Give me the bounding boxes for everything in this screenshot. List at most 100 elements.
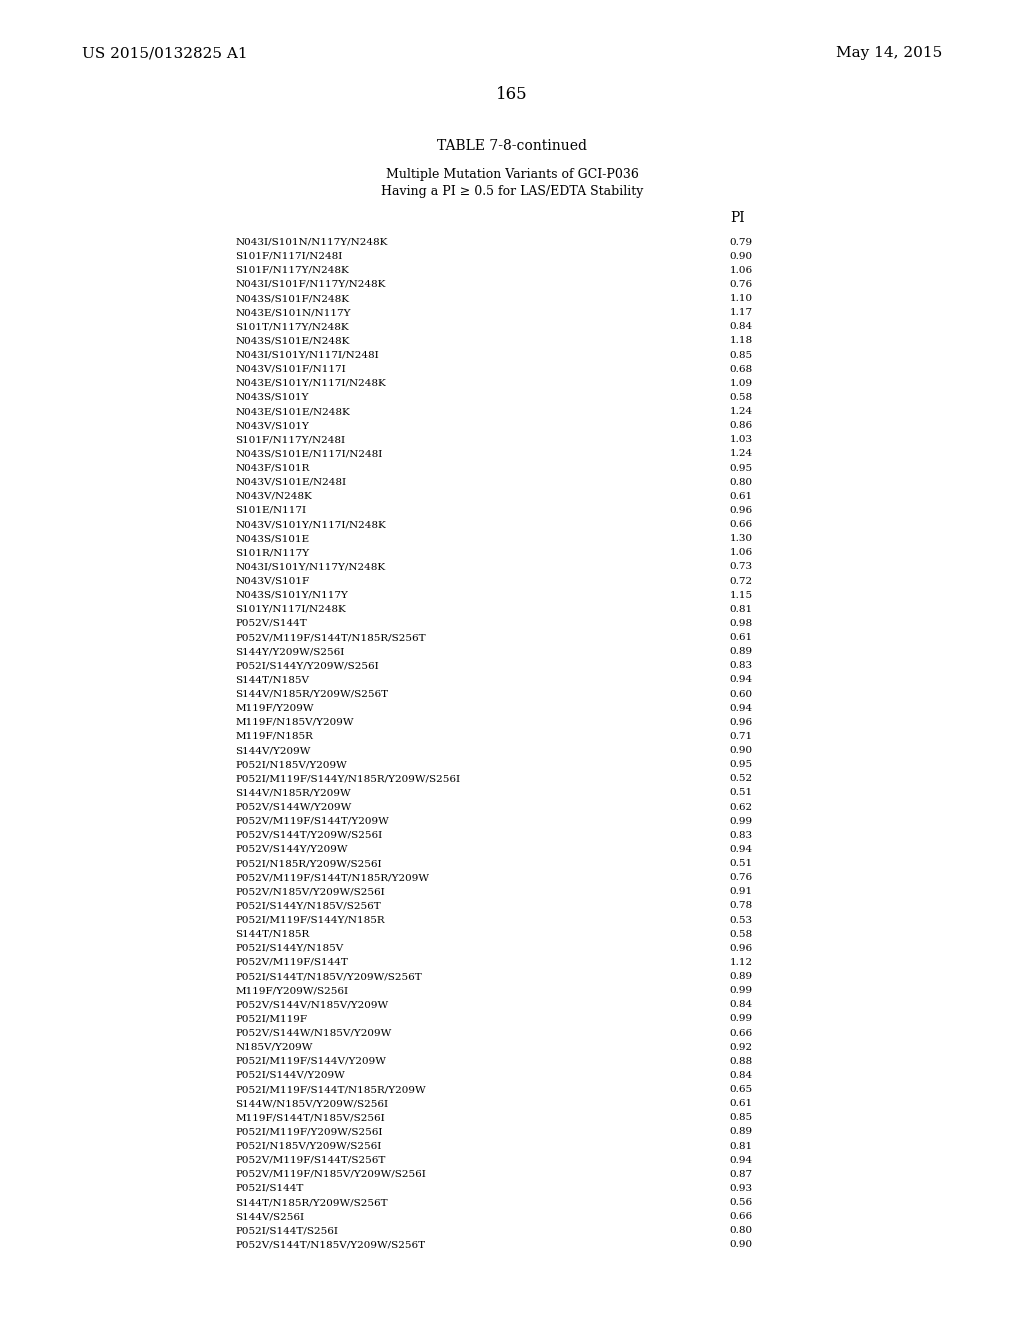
Text: 0.51: 0.51 bbox=[729, 788, 753, 797]
Text: S144V/S256I: S144V/S256I bbox=[236, 1212, 305, 1221]
Text: N043E/S101Y/N117I/N248K: N043E/S101Y/N117I/N248K bbox=[236, 379, 386, 388]
Text: S101F/N117I/N248I: S101F/N117I/N248I bbox=[236, 252, 343, 261]
Text: 0.95: 0.95 bbox=[729, 463, 753, 473]
Text: 0.53: 0.53 bbox=[729, 916, 753, 924]
Text: 0.95: 0.95 bbox=[729, 760, 753, 770]
Text: TABLE 7-8-continued: TABLE 7-8-continued bbox=[437, 139, 587, 153]
Text: 0.71: 0.71 bbox=[729, 731, 753, 741]
Text: P052V/S144Y/Y209W: P052V/S144Y/Y209W bbox=[236, 845, 348, 854]
Text: 0.94: 0.94 bbox=[729, 704, 753, 713]
Text: P052V/S144W/Y209W: P052V/S144W/Y209W bbox=[236, 803, 352, 812]
Text: P052V/M119F/N185V/Y209W/S256I: P052V/M119F/N185V/Y209W/S256I bbox=[236, 1170, 426, 1179]
Text: S144V/Y209W: S144V/Y209W bbox=[236, 746, 311, 755]
Text: 0.85: 0.85 bbox=[729, 1113, 753, 1122]
Text: N043S/S101E/N248K: N043S/S101E/N248K bbox=[236, 337, 350, 346]
Text: N043S/S101E: N043S/S101E bbox=[236, 535, 309, 544]
Text: S144V/N185R/Y209W/S256T: S144V/N185R/Y209W/S256T bbox=[236, 689, 389, 698]
Text: P052V/S144T/Y209W/S256I: P052V/S144T/Y209W/S256I bbox=[236, 830, 383, 840]
Text: P052V/S144W/N185V/Y209W: P052V/S144W/N185V/Y209W bbox=[236, 1028, 392, 1038]
Text: 1.12: 1.12 bbox=[729, 958, 753, 968]
Text: N043E/S101E/N248K: N043E/S101E/N248K bbox=[236, 407, 350, 416]
Text: M119F/N185R: M119F/N185R bbox=[236, 731, 313, 741]
Text: P052I/M119F/S144Y/N185R: P052I/M119F/S144Y/N185R bbox=[236, 916, 385, 924]
Text: N043E/S101N/N117Y: N043E/S101N/N117Y bbox=[236, 309, 351, 317]
Text: 0.94: 0.94 bbox=[729, 845, 753, 854]
Text: Having a PI ≥ 0.5 for LAS/EDTA Stability: Having a PI ≥ 0.5 for LAS/EDTA Stability bbox=[381, 185, 643, 198]
Text: 1.03: 1.03 bbox=[729, 436, 753, 445]
Text: US 2015/0132825 A1: US 2015/0132825 A1 bbox=[82, 46, 248, 61]
Text: 0.91: 0.91 bbox=[729, 887, 753, 896]
Text: S144Y/Y209W/S256I: S144Y/Y209W/S256I bbox=[236, 647, 345, 656]
Text: N185V/Y209W: N185V/Y209W bbox=[236, 1043, 313, 1052]
Text: P052I/M119F/Y209W/S256I: P052I/M119F/Y209W/S256I bbox=[236, 1127, 383, 1137]
Text: 0.94: 0.94 bbox=[729, 1156, 753, 1164]
Text: 0.85: 0.85 bbox=[729, 351, 753, 359]
Text: P052I/M119F/S144V/Y209W: P052I/M119F/S144V/Y209W bbox=[236, 1057, 386, 1065]
Text: 0.93: 0.93 bbox=[729, 1184, 753, 1193]
Text: P052V/M119F/S144T/N185R/Y209W: P052V/M119F/S144T/N185R/Y209W bbox=[236, 874, 429, 882]
Text: 0.86: 0.86 bbox=[729, 421, 753, 430]
Text: 0.61: 0.61 bbox=[729, 634, 753, 642]
Text: 0.88: 0.88 bbox=[729, 1057, 753, 1065]
Text: P052V/M119F/S144T/N185R/S256T: P052V/M119F/S144T/N185R/S256T bbox=[236, 634, 426, 642]
Text: N043V/S101Y/N117I/N248K: N043V/S101Y/N117I/N248K bbox=[236, 520, 386, 529]
Text: M119F/Y209W: M119F/Y209W bbox=[236, 704, 314, 713]
Text: 0.51: 0.51 bbox=[729, 859, 753, 869]
Text: 0.66: 0.66 bbox=[729, 1028, 753, 1038]
Text: 1.06: 1.06 bbox=[729, 265, 753, 275]
Text: N043V/S101F: N043V/S101F bbox=[236, 577, 309, 586]
Text: 0.83: 0.83 bbox=[729, 661, 753, 671]
Text: N043I/S101F/N117Y/N248K: N043I/S101F/N117Y/N248K bbox=[236, 280, 386, 289]
Text: S144T/N185R: S144T/N185R bbox=[236, 929, 310, 939]
Text: 0.89: 0.89 bbox=[729, 972, 753, 981]
Text: P052I/S144Y/Y209W/S256I: P052I/S144Y/Y209W/S256I bbox=[236, 661, 379, 671]
Text: 165: 165 bbox=[497, 86, 527, 103]
Text: S144T/N185R/Y209W/S256T: S144T/N185R/Y209W/S256T bbox=[236, 1199, 388, 1206]
Text: 0.84: 0.84 bbox=[729, 322, 753, 331]
Text: P052I/N185R/Y209W/S256I: P052I/N185R/Y209W/S256I bbox=[236, 859, 382, 869]
Text: 1.17: 1.17 bbox=[729, 309, 753, 317]
Text: 0.99: 0.99 bbox=[729, 1015, 753, 1023]
Text: S101R/N117Y: S101R/N117Y bbox=[236, 548, 309, 557]
Text: 0.90: 0.90 bbox=[729, 1241, 753, 1250]
Text: N043S/S101Y: N043S/S101Y bbox=[236, 393, 309, 403]
Text: 0.52: 0.52 bbox=[729, 775, 753, 783]
Text: 0.66: 0.66 bbox=[729, 520, 753, 529]
Text: P052V/S144T/N185V/Y209W/S256T: P052V/S144T/N185V/Y209W/S256T bbox=[236, 1241, 426, 1250]
Text: N043S/S101Y/N117Y: N043S/S101Y/N117Y bbox=[236, 591, 348, 599]
Text: S144T/N185V: S144T/N185V bbox=[236, 676, 309, 685]
Text: 0.99: 0.99 bbox=[729, 817, 753, 826]
Text: 0.89: 0.89 bbox=[729, 1127, 753, 1137]
Text: P052I/M119F: P052I/M119F bbox=[236, 1015, 307, 1023]
Text: 0.79: 0.79 bbox=[729, 238, 753, 247]
Text: 0.66: 0.66 bbox=[729, 1212, 753, 1221]
Text: S101E/N117I: S101E/N117I bbox=[236, 506, 306, 515]
Text: 0.60: 0.60 bbox=[729, 689, 753, 698]
Text: 0.96: 0.96 bbox=[729, 944, 753, 953]
Text: 1.24: 1.24 bbox=[729, 407, 753, 416]
Text: P052I/S144Y/N185V: P052I/S144Y/N185V bbox=[236, 944, 344, 953]
Text: N043V/S101Y: N043V/S101Y bbox=[236, 421, 309, 430]
Text: 0.92: 0.92 bbox=[729, 1043, 753, 1052]
Text: P052I/N185V/Y209W/S256I: P052I/N185V/Y209W/S256I bbox=[236, 1142, 382, 1151]
Text: S144W/N185V/Y209W/S256I: S144W/N185V/Y209W/S256I bbox=[236, 1100, 389, 1109]
Text: P052I/M119F/S144T/N185R/Y209W: P052I/M119F/S144T/N185R/Y209W bbox=[236, 1085, 426, 1094]
Text: P052I/S144V/Y209W: P052I/S144V/Y209W bbox=[236, 1071, 345, 1080]
Text: P052V/M119F/S144T: P052V/M119F/S144T bbox=[236, 958, 348, 968]
Text: 0.84: 0.84 bbox=[729, 1001, 753, 1010]
Text: P052V/S144T: P052V/S144T bbox=[236, 619, 307, 628]
Text: 0.80: 0.80 bbox=[729, 478, 753, 487]
Text: S101F/N117Y/N248K: S101F/N117Y/N248K bbox=[236, 265, 349, 275]
Text: P052V/M119F/S144T/Y209W: P052V/M119F/S144T/Y209W bbox=[236, 817, 389, 826]
Text: 0.87: 0.87 bbox=[729, 1170, 753, 1179]
Text: N043S/S101F/N248K: N043S/S101F/N248K bbox=[236, 294, 349, 304]
Text: 0.58: 0.58 bbox=[729, 929, 753, 939]
Text: 1.09: 1.09 bbox=[729, 379, 753, 388]
Text: 0.90: 0.90 bbox=[729, 746, 753, 755]
Text: 0.61: 0.61 bbox=[729, 492, 753, 500]
Text: 0.76: 0.76 bbox=[729, 280, 753, 289]
Text: N043V/S101F/N117I: N043V/S101F/N117I bbox=[236, 364, 346, 374]
Text: N043V/S101E/N248I: N043V/S101E/N248I bbox=[236, 478, 347, 487]
Text: 0.99: 0.99 bbox=[729, 986, 753, 995]
Text: P052V/N185V/Y209W/S256I: P052V/N185V/Y209W/S256I bbox=[236, 887, 385, 896]
